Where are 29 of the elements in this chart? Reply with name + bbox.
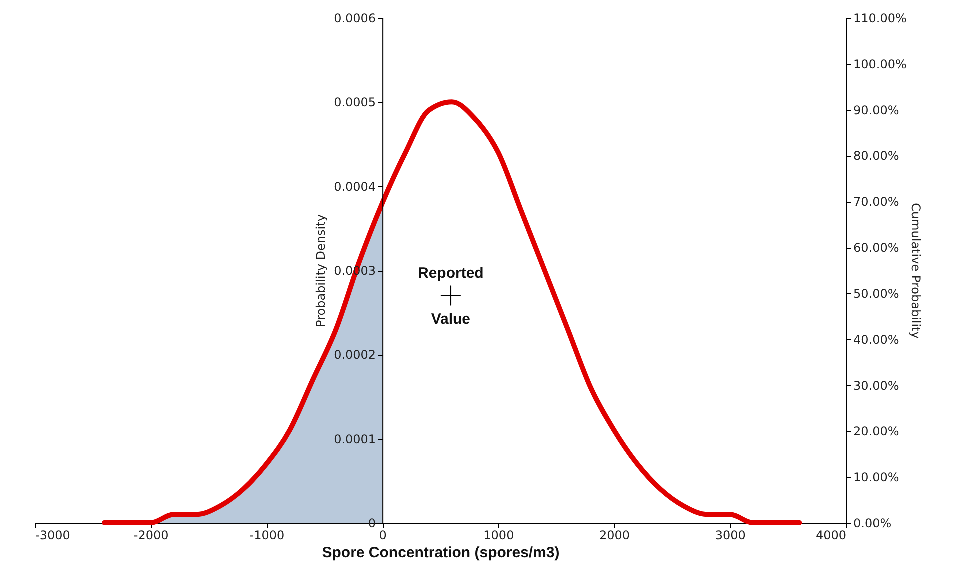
y-tick-label: 0.0001 [334,432,376,446]
x-tick-label: 0 [379,528,387,542]
y2-tick-label: 90.00% [854,103,900,118]
y2-axis-title: Cumulative Probability [908,203,923,339]
x-tick-label: -3000 [36,528,70,542]
y2-tick-label: 70.00% [854,195,900,210]
x-tick-label: -2000 [134,528,169,542]
x-tick-label: 2000 [600,528,630,542]
y-tick-label: 0.0002 [334,348,376,362]
y2-tick-label: 30.00% [854,378,900,393]
y2-tick-label: 60.00% [854,241,900,256]
y-axis-title: Probability Density [314,214,328,328]
x-tick-label: -1000 [250,528,285,542]
y-tick-label: 0.0004 [334,180,376,194]
text: Reported Value [418,264,484,328]
y2-tick-label: 0.00% [854,516,892,530]
x-tick-label: 3000 [715,528,746,542]
y2-tick-label: 110.00% [854,12,907,26]
y2-tick-label: 80.00% [854,149,900,164]
y2-tick-label: 40.00% [854,332,900,347]
x-tick-label: 1000 [484,528,514,542]
x-tick-label: 4000 [816,528,846,542]
y-tick-label: 0.0005 [334,96,376,110]
y-tick-label: 0.0006 [334,12,376,26]
x-axis-title: Spore Concentration (spores/m3) [322,544,560,562]
y2-tick-label: 50.00% [854,286,900,301]
y2-tick-label: 10.00% [854,470,900,485]
y2-tick-label: 20.00% [854,424,900,439]
y2-tick-label: 100.00% [854,57,907,72]
